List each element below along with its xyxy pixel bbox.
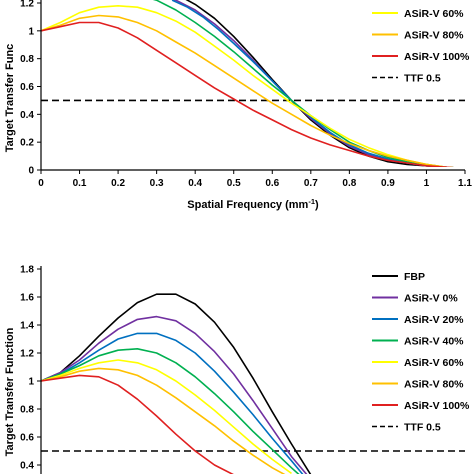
x-tick-label: 0.3 [150, 178, 164, 189]
y-tick-label: 1.6 [20, 293, 34, 304]
legend-label: FBP [404, 271, 425, 283]
series-asir-v-80 [41, 14, 455, 167]
legend-item-asir-v-40: ASiR-V 40% [372, 336, 464, 348]
y-tick-label: 1.2 [20, 0, 34, 10]
y-tick-label: 0.8 [20, 54, 34, 65]
legend-item-asir-v-80: ASiR-V 80% [372, 30, 464, 42]
axes [37, 0, 466, 174]
x-tick-label: 0.6 [265, 178, 279, 189]
x-tick-label: 0.4 [188, 178, 202, 189]
x-tick-label: 0.9 [381, 178, 395, 189]
bottom-panel: 0.4 0.6 0.8 1 1.2 1.4 1.6 1.8 Target Transfer F… [4, 265, 470, 474]
legend-label: ASiR-V 80% [404, 379, 464, 391]
y-tick-label: 0.6 [20, 82, 34, 93]
legend-item-asir-v-0: ASiR-V 0% [372, 293, 458, 305]
series-asir-v-100 [41, 374, 234, 474]
x-tick-labels: 0 0.1 0.2 0.3 0.4 0.5 0.6 0.7 0.8 0.9 1 1.1 [38, 178, 472, 189]
top-panel: 0 0.1 0.2 0.3 0.4 0.5 0.6 0.7 0.8 0.9 1 1.1 0 0.2 0.4… [4, 0, 472, 211]
legend-label: TTF 0.5 [404, 422, 441, 434]
y-tick-labels: 0 0.2 0.4 0.6 0.8 1 1.2 [20, 0, 34, 177]
series-asir-v-20 [41, 332, 304, 474]
legend-label: TTF 0.5 [404, 73, 441, 85]
y-tick-label: 0.8 [20, 405, 34, 416]
series-asir-v-80 [41, 367, 286, 474]
x-tick-label: 1 [424, 178, 430, 189]
legend-item-asir-v-60: ASiR-V 60% [372, 357, 464, 369]
series-lines [41, 0, 455, 167]
y-tick-label: 0.2 [20, 138, 34, 149]
series-asir-v-40 [152, 0, 455, 167]
legend: FBP ASiR-V 0% ASiR-V 20% ASiR-V 40% ASiR-V 6… [372, 271, 470, 434]
x-tick-label: 0 [38, 178, 44, 189]
y-tick-label: 1 [28, 26, 34, 37]
y-tick-labels: 0.4 0.6 0.8 1 1.2 1.4 1.6 1.8 [20, 265, 34, 472]
legend-item-asir-v-100: ASiR-V 100% [372, 400, 470, 412]
series-asir-v-60 [41, 359, 292, 474]
legend-label: ASiR-V 0% [404, 293, 458, 305]
legend-item-fbp: FBP [372, 271, 425, 283]
y-tick-label: 1.8 [20, 265, 34, 276]
y-tick-label: 1.4 [20, 321, 34, 332]
x-tick-label: 0.8 [342, 178, 356, 189]
y-tick-label: 0 [28, 166, 34, 177]
y-axis-label: Target Transfer Func [4, 44, 16, 153]
legend-label: ASiR-V 100% [404, 51, 470, 63]
series-lines [41, 293, 312, 474]
series-asir-v-60 [41, 5, 455, 167]
legend-label: ASiR-V 60% [404, 8, 464, 20]
x-tick-label: 0.1 [73, 178, 87, 189]
series-fbp [185, 0, 455, 167]
series-fbp [41, 293, 312, 474]
x-tick-label: 0.7 [304, 178, 318, 189]
legend-item-ttf-0-5: TTF 0.5 [372, 422, 441, 434]
legend-label: ASiR-V 100% [404, 400, 470, 412]
series-asir-v-40 [41, 348, 300, 474]
legend-item-ttf-0-5: TTF 0.5 [372, 73, 441, 85]
y-axis-label: Target Transfer Function [4, 327, 16, 456]
legend-label: ASiR-V 40% [404, 336, 464, 348]
x-tick-label: 0.2 [111, 178, 125, 189]
legend-label: ASiR-V 20% [404, 314, 464, 326]
y-tick-label: 0.6 [20, 433, 34, 444]
legend: ASiR-V 60% ASiR-V 80% ASiR-V 100% TTF 0.5 [372, 8, 470, 85]
x-axis-label: Spatial Frequency (mm-1) [187, 197, 319, 211]
y-tick-label: 0.4 [20, 461, 34, 472]
legend-label: ASiR-V 80% [404, 30, 464, 42]
legend-label: ASiR-V 60% [404, 357, 464, 369]
y-tick-label: 1 [28, 377, 34, 388]
legend-item-asir-v-80: ASiR-V 80% [372, 379, 464, 391]
axes [37, 266, 42, 474]
y-tick-label: 0.4 [20, 110, 34, 121]
y-tick-label: 1.2 [20, 349, 34, 360]
legend-item-asir-v-60: ASiR-V 60% [372, 8, 464, 20]
legend-item-asir-v-20: ASiR-V 20% [372, 314, 464, 326]
x-tick-label: 1.1 [458, 178, 472, 189]
series-asir-v-0 [41, 315, 308, 474]
legend-item-asir-v-100: ASiR-V 100% [372, 51, 470, 63]
series-asir-v-100 [41, 21, 455, 167]
x-tick-label: 0.5 [227, 178, 241, 189]
